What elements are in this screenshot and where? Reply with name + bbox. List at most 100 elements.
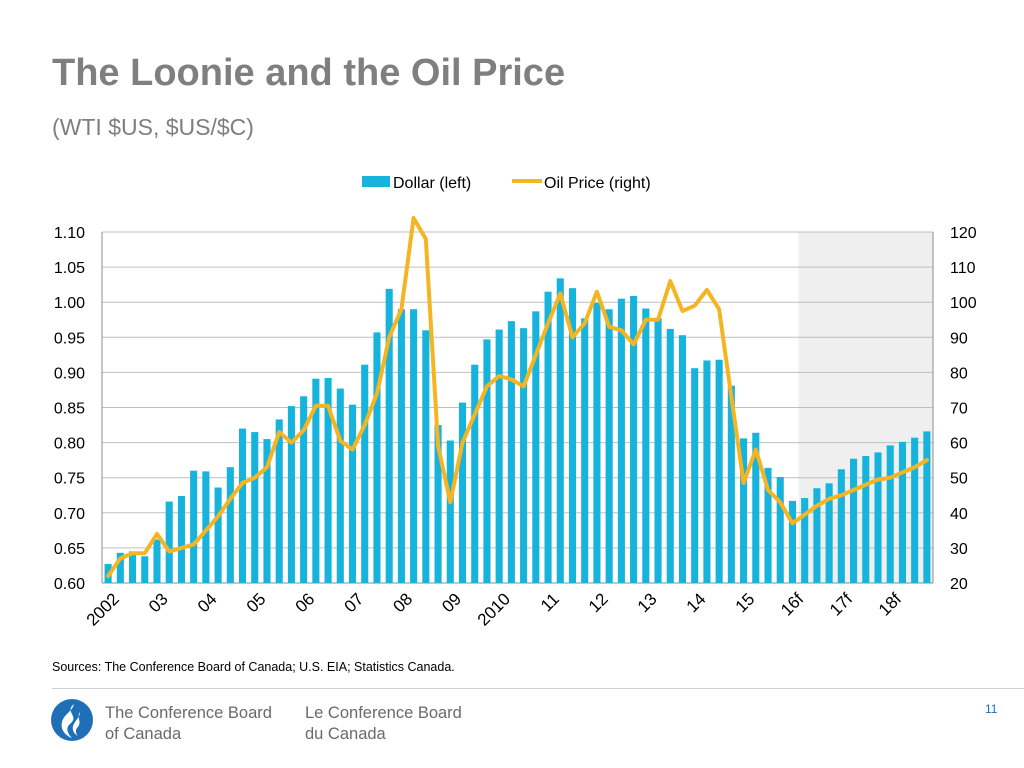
dollar-bar <box>678 335 687 583</box>
y-left-tick-label: 0.65 <box>54 541 85 558</box>
dollar-bar <box>593 302 601 583</box>
x-tick-label: 2010 <box>474 589 514 629</box>
org-name-french-line2: du Canada <box>305 725 386 743</box>
dollar-bar <box>715 359 723 583</box>
dollar-bar <box>361 364 369 583</box>
dollar-bar <box>666 328 674 583</box>
dollar-bar <box>691 368 699 583</box>
dollar-bar <box>190 470 198 583</box>
dollar-bar <box>532 311 540 583</box>
dollar-bar <box>874 452 882 583</box>
y-left-tick-label: 0.70 <box>54 506 85 523</box>
dollar-bar <box>226 467 234 583</box>
dollar-bar <box>507 321 515 583</box>
dollar-bar <box>434 425 442 583</box>
dollar-bar <box>116 552 124 583</box>
x-tick-label: 17f <box>826 589 856 619</box>
dollar-bar <box>776 476 784 583</box>
x-tick-label: 03 <box>145 589 172 616</box>
x-tick-label: 08 <box>389 589 416 616</box>
x-tick-label: 15 <box>732 589 759 616</box>
dollar-bar <box>862 455 870 583</box>
x-tick-label: 09 <box>438 589 465 616</box>
y-right-tick-label: 110 <box>950 260 976 277</box>
dollar-bar <box>495 329 503 583</box>
y-left-tick-label: 0.90 <box>54 365 85 382</box>
x-tick-label: 04 <box>194 589 221 616</box>
dollar-bar <box>544 291 552 583</box>
y-left-tick-label: 0.75 <box>54 471 85 488</box>
dollar-bar <box>446 440 454 583</box>
org-name-english-line2: of Canada <box>105 725 182 743</box>
dollar-bar <box>642 308 650 583</box>
sources-note: Sources: The Conference Board of Canada;… <box>52 660 455 674</box>
dollar-bar <box>422 330 430 583</box>
dollar-bar <box>410 309 418 583</box>
dollar-bar <box>520 328 528 583</box>
y-left-tick-label: 0.60 <box>54 576 85 593</box>
y-left-tick-label: 1.00 <box>54 295 85 312</box>
dollar-bar <box>471 364 479 583</box>
org-name-english: The Conference Board of Canada <box>105 703 272 745</box>
dollar-bar <box>214 487 222 583</box>
y-left-tick-label: 0.95 <box>54 330 85 347</box>
legend-swatch-dollar <box>362 176 390 187</box>
dollar-bar <box>703 360 711 583</box>
dollar-bar <box>788 500 797 583</box>
oil-price-line <box>106 216 929 578</box>
footer-divider <box>52 688 1024 689</box>
dollar-bar <box>385 288 393 583</box>
org-name-french-line1: Le Conference Board <box>305 704 462 722</box>
page-title: The Loonie and the Oil Price <box>52 52 566 94</box>
dollar-bar <box>605 309 613 583</box>
dollar-bar <box>556 278 564 583</box>
y-right-tick-label: 40 <box>950 506 968 523</box>
dollar-bar <box>287 406 295 583</box>
dollar-bar <box>764 467 772 583</box>
legend-label-dollar: Dollar (left) <box>393 175 471 192</box>
x-tick-label: 05 <box>243 589 270 616</box>
dollar-bar <box>141 556 149 583</box>
y-right-tick-label: 60 <box>950 436 968 453</box>
dollar-bar <box>275 419 283 583</box>
y-left-tick-label: 0.85 <box>54 401 85 418</box>
dollar-bar <box>324 378 332 583</box>
y-right-tick-label: 90 <box>950 330 968 347</box>
dollar-bar <box>617 298 625 583</box>
page-number: 11 <box>985 702 998 716</box>
dollar-bar <box>312 378 320 583</box>
x-tick-label: 06 <box>292 589 319 616</box>
y-right-tick-label: 20 <box>950 576 968 593</box>
dollar-bar <box>630 295 638 583</box>
dollar-bar <box>238 428 247 583</box>
dollar-bar <box>740 438 748 583</box>
page-subtitle: (WTI $US, $US/$C) <box>52 114 254 140</box>
dollar-bar <box>850 458 858 583</box>
dollar-bar <box>483 339 491 583</box>
dollar-bar <box>165 501 173 583</box>
y-right-tick-label: 80 <box>950 365 968 382</box>
x-tick-label: 14 <box>683 589 710 616</box>
dollar-bar <box>568 288 577 583</box>
dollar-bar <box>813 488 821 583</box>
dollar-bar <box>458 402 467 583</box>
dollar-bar <box>129 551 137 583</box>
dollar-bar <box>300 396 308 583</box>
x-tick-label: 11 <box>537 589 563 615</box>
x-tick-label: 16f <box>777 589 807 619</box>
dollar-bar <box>373 332 381 583</box>
dollar-bar <box>251 432 259 583</box>
dollar-bar <box>825 483 833 583</box>
y-right-tick-label: 70 <box>950 401 968 418</box>
y-right-tick-label: 120 <box>950 225 977 242</box>
dollar-bar <box>837 469 845 583</box>
dollar-bar <box>202 471 210 583</box>
conference-board-flame-logo-icon <box>51 699 93 741</box>
dollar-bar <box>727 385 735 583</box>
y-right-tick-label: 30 <box>950 541 968 558</box>
dollar-bar <box>752 432 760 583</box>
dollar-bar <box>263 439 271 583</box>
dollar-bar <box>581 318 589 583</box>
y-left-tick-label: 0.80 <box>54 436 85 453</box>
dollar-bar <box>348 404 357 583</box>
